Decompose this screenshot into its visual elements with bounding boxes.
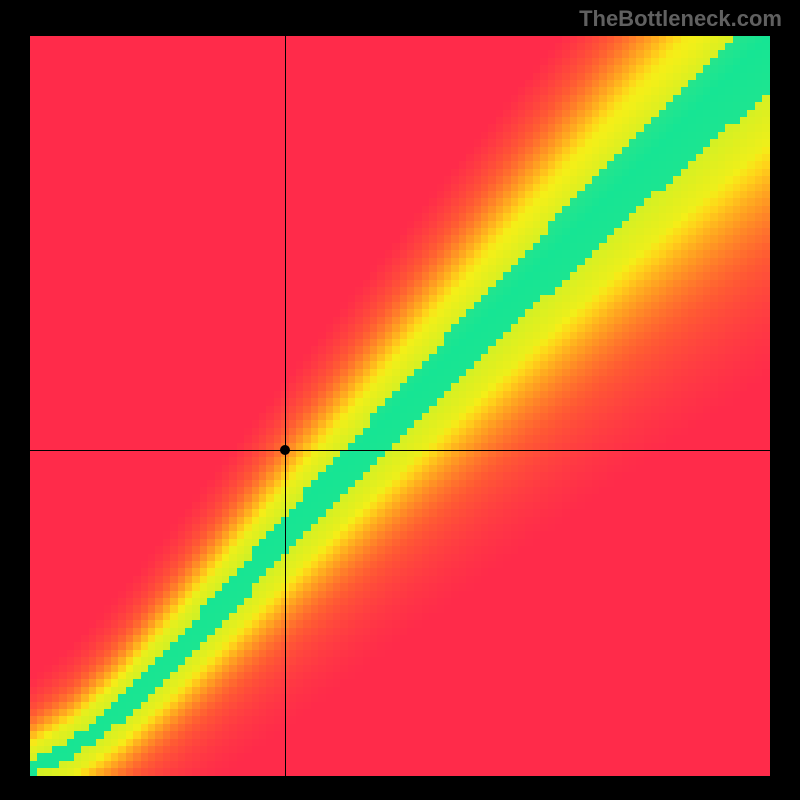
data-point-marker (280, 445, 290, 455)
crosshair-horizontal (30, 450, 770, 451)
chart-container: TheBottleneck.com (0, 0, 800, 800)
heatmap-canvas (30, 36, 770, 776)
crosshair-vertical (285, 36, 286, 776)
heatmap-plot (30, 36, 770, 776)
watermark-text: TheBottleneck.com (579, 6, 782, 32)
